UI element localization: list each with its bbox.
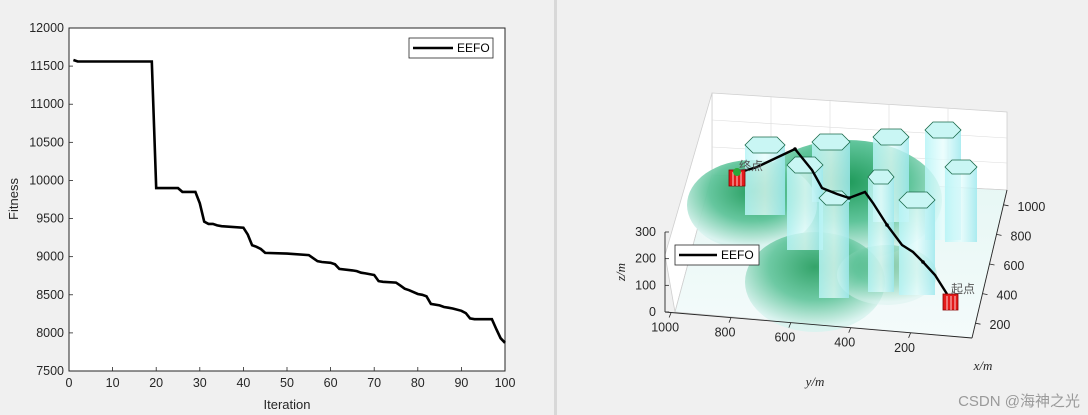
obstacle-cylinder bbox=[786, 156, 824, 250]
x-tick-label: 1000 bbox=[1018, 200, 1046, 214]
y-tick-label: 8000 bbox=[36, 326, 64, 340]
z-tick-label: 200 bbox=[635, 252, 656, 266]
plot-area bbox=[68, 27, 506, 372]
y-tick-label: 8500 bbox=[36, 288, 64, 302]
x-tick-label: 100 bbox=[495, 376, 516, 390]
obstacle-cylinder bbox=[818, 190, 850, 298]
x-tick-mark bbox=[989, 263, 995, 266]
x-tick-mark bbox=[982, 293, 988, 295]
legend-label: EEFO bbox=[457, 41, 490, 55]
x-tick-label: 10 bbox=[106, 376, 120, 390]
x-axis-label: Iteration bbox=[264, 397, 311, 412]
end-label: 终点 bbox=[739, 158, 763, 173]
y-tick-label: 10500 bbox=[29, 135, 64, 149]
x-tick-mark bbox=[975, 322, 981, 325]
x-tick-label: 400 bbox=[997, 289, 1018, 303]
path-3d-panel: 终点 起点 0 100 200 300 1000 800 600 400 200 200 400… bbox=[557, 0, 1088, 415]
x-tick-label: 600 bbox=[1004, 259, 1025, 273]
x-tick-label: 70 bbox=[367, 376, 381, 390]
y-tick-label: 11500 bbox=[30, 59, 64, 73]
x-tick-label: 90 bbox=[454, 376, 468, 390]
y-tick-label: 7500 bbox=[36, 364, 64, 378]
y-tick-label: 1000 bbox=[651, 321, 679, 335]
y-tick-label: 800 bbox=[715, 326, 736, 340]
x-tick-label: 60 bbox=[324, 376, 338, 390]
x-tick-label: 80 bbox=[411, 376, 425, 390]
obstacle-cylinder bbox=[944, 159, 978, 242]
y-tick-mark bbox=[668, 312, 672, 318]
end-marker bbox=[728, 168, 746, 187]
y-tick-mark bbox=[728, 317, 732, 323]
z-tick-label: 100 bbox=[635, 278, 656, 292]
x-axis-label-3d: x/m bbox=[973, 358, 993, 373]
y-tick-label: 600 bbox=[774, 331, 795, 345]
obstacle-cylinder bbox=[744, 136, 786, 215]
x-tick-label: 200 bbox=[990, 318, 1011, 332]
y-tick-label: 12000 bbox=[29, 21, 64, 35]
y-tick-mark bbox=[908, 332, 911, 338]
obstacle-cylinder bbox=[867, 169, 895, 292]
x-tick-label: 40 bbox=[236, 376, 250, 390]
y-tick-label: 9500 bbox=[36, 212, 64, 226]
y-tick-label: 9000 bbox=[36, 250, 64, 264]
fitness-chart: 0 10 20 30 40 50 60 70 80 90 100 7500 8000 8500 9000 95… bbox=[6, 21, 516, 412]
legend-label: EEFO bbox=[721, 248, 754, 262]
y-tick-label: 10000 bbox=[29, 173, 64, 187]
path-waypoints bbox=[793, 147, 925, 264]
legend-3d: EEFO bbox=[674, 244, 760, 266]
y-axis-label-3d: y/m bbox=[804, 374, 825, 389]
z-tick-label: 0 bbox=[649, 305, 656, 319]
z-tick-label: 300 bbox=[635, 225, 656, 239]
start-label: 起点 bbox=[951, 282, 975, 296]
fitness-chart-panel: 0 10 20 30 40 50 60 70 80 90 100 7500 8000 8500 9000 95… bbox=[6, 21, 516, 412]
start-marker bbox=[942, 293, 959, 311]
y-tick-mark bbox=[848, 327, 852, 333]
x-tick-label: 20 bbox=[149, 376, 163, 390]
x-tick-label: 30 bbox=[193, 376, 207, 390]
y-tick-mark bbox=[788, 322, 792, 328]
obstacle-cylinder bbox=[898, 191, 936, 295]
z-axis-label: z/m bbox=[613, 263, 628, 282]
y-tick-label: 11000 bbox=[30, 97, 64, 111]
x-tick-label: 800 bbox=[1011, 229, 1032, 243]
x-tick-mark bbox=[996, 234, 1002, 236]
panel-divider bbox=[554, 0, 557, 415]
y-axis-label: Fitness bbox=[6, 178, 21, 220]
y-tick-label: 400 bbox=[834, 336, 855, 350]
legend: EEFO bbox=[408, 37, 494, 59]
flight-path bbox=[736, 147, 949, 295]
x-tick-mark bbox=[1003, 204, 1009, 207]
fitness-series-line bbox=[72, 58, 506, 344]
x-tick-label: 50 bbox=[280, 376, 294, 390]
y-tick-label: 200 bbox=[894, 341, 915, 355]
obstacle-cylinders bbox=[744, 121, 978, 298]
x-tick-label: 0 bbox=[66, 376, 73, 390]
watermark: CSDN @海神之光 bbox=[958, 393, 1080, 410]
path-3d-chart: 终点 起点 0 100 200 300 1000 800 600 400 200 200 400… bbox=[613, 92, 1046, 389]
